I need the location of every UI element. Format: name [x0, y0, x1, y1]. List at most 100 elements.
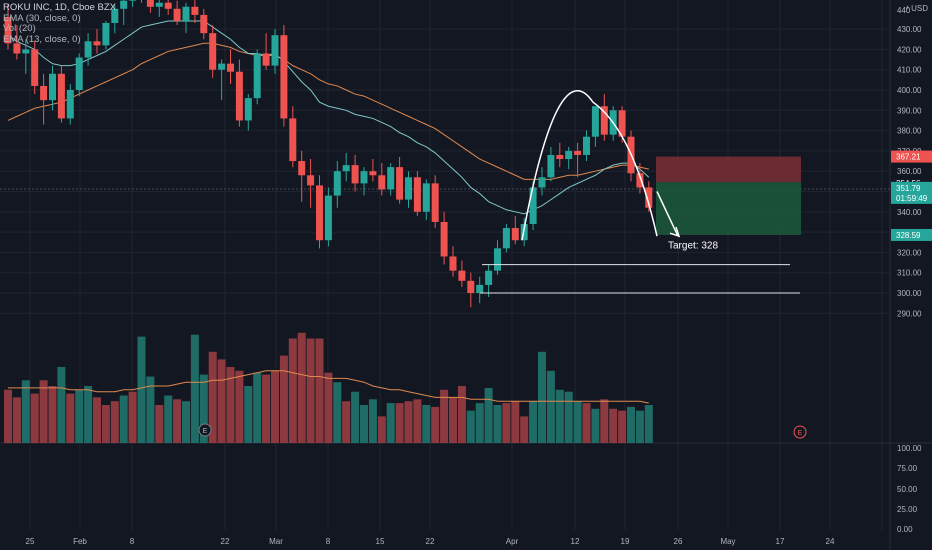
candle-body[interactable] — [164, 2, 172, 9]
candle-body[interactable] — [22, 49, 30, 54]
candle-body[interactable] — [253, 53, 261, 99]
candle-body[interactable] — [405, 177, 412, 200]
volume-bar — [208, 351, 217, 443]
candle-body[interactable] — [538, 177, 546, 188]
candle-body[interactable] — [84, 41, 92, 58]
candle-body[interactable] — [191, 6, 199, 15]
candle-body[interactable] — [155, 2, 163, 7]
candle-body[interactable] — [271, 35, 279, 66]
price-label-last[interactable]: 351.79 — [896, 184, 921, 193]
candle-body[interactable] — [31, 49, 39, 86]
candle-body[interactable] — [262, 53, 270, 66]
candle-body[interactable] — [66, 90, 74, 119]
volume-bar — [538, 351, 546, 443]
candle-body[interactable] — [235, 71, 243, 121]
candle-body[interactable] — [280, 35, 288, 119]
candle-body[interactable] — [209, 33, 217, 70]
candle-body[interactable] — [40, 85, 48, 101]
candle-body[interactable] — [13, 43, 21, 54]
candle-body[interactable] — [200, 14, 208, 34]
earnings-marker[interactable] — [198, 423, 212, 437]
take-profit-zone[interactable] — [656, 182, 801, 235]
candle-body[interactable] — [378, 175, 386, 190]
candle-body[interactable] — [645, 187, 653, 208]
candle-body[interactable] — [431, 183, 439, 222]
candle-body[interactable] — [146, 0, 154, 7]
candle-body[interactable] — [111, 8, 119, 24]
currency-badge[interactable]: ⁴ USD — [905, 4, 928, 13]
position-zones[interactable] — [656, 156, 801, 235]
candle-body[interactable] — [458, 270, 466, 281]
candle-body[interactable] — [440, 221, 448, 257]
candle-body[interactable] — [556, 154, 564, 160]
legend-vol[interactable]: Vol (20) — [3, 23, 36, 34]
price-tick: 340.00 — [897, 208, 922, 217]
axes[interactable]: 440290.00300.00310.00320.00330.00340.003… — [26, 0, 932, 550]
candle-body[interactable] — [476, 284, 484, 293]
candle-body[interactable] — [502, 228, 510, 249]
stop-loss-zone[interactable] — [656, 156, 801, 183]
candle-body[interactable] — [49, 73, 56, 101]
candle-body[interactable] — [511, 228, 519, 241]
candle-body[interactable] — [422, 183, 430, 212]
candle-body[interactable] — [529, 187, 537, 224]
candle-body[interactable] — [333, 171, 341, 196]
candle-body[interactable] — [129, 0, 137, 1]
price-label-box[interactable] — [891, 150, 932, 163]
candle-body[interactable] — [120, 0, 128, 9]
candle-body[interactable] — [494, 248, 501, 271]
legend-ema30[interactable]: EMA (30, close, 0) — [3, 12, 81, 24]
candle-body[interactable] — [307, 175, 315, 186]
candle-body[interactable] — [485, 270, 493, 285]
candle-body[interactable] — [182, 6, 190, 21]
candle-body[interactable] — [449, 256, 457, 271]
target-label[interactable]: Target: 328 — [668, 240, 718, 251]
candle-body[interactable] — [574, 150, 582, 155]
price-label-box[interactable] — [891, 228, 932, 241]
candle-body[interactable] — [591, 106, 599, 137]
candle-body[interactable] — [173, 8, 181, 21]
target-arrow[interactable] — [656, 191, 679, 237]
price-label-stop[interactable]: 367.21 — [896, 153, 921, 162]
price-label-target[interactable]: 328.59 — [896, 231, 921, 240]
candle-body[interactable] — [289, 118, 297, 162]
candle-body[interactable] — [342, 165, 350, 172]
candle-body[interactable] — [93, 41, 101, 46]
candle-body[interactable] — [413, 177, 421, 212]
volume-bar — [627, 406, 635, 443]
candle-body[interactable] — [218, 63, 226, 70]
candle-body[interactable] — [387, 167, 395, 190]
candle-body[interactable] — [351, 165, 359, 184]
candle-body[interactable] — [618, 110, 626, 137]
candle-body[interactable] — [583, 136, 590, 155]
volume-bar — [101, 405, 110, 443]
candles[interactable] — [4, 0, 653, 308]
candle-body[interactable] — [316, 185, 323, 241]
candle-body[interactable] — [324, 195, 332, 241]
candle-body[interactable] — [57, 73, 65, 119]
volume-bar — [582, 403, 591, 443]
candle-body[interactable] — [102, 23, 110, 46]
candle-body[interactable] — [4, 16, 12, 44]
symbol-title[interactable]: ROKU INC, 1D, Cboe BZX — [3, 2, 116, 13]
volume-bar — [342, 401, 351, 443]
earnings-marker[interactable] — [793, 425, 807, 439]
candle-body[interactable] — [636, 173, 644, 188]
legend-ema13[interactable]: EMA (13, close, 0) — [3, 33, 81, 45]
candle-body[interactable] — [396, 167, 404, 200]
arc-drawing[interactable] — [521, 90, 658, 241]
candle-body[interactable] — [467, 280, 475, 293]
price-label-box[interactable] — [891, 181, 932, 204]
candle-body[interactable] — [360, 171, 368, 184]
candle-body[interactable] — [600, 106, 608, 135]
candle-body[interactable] — [298, 161, 306, 176]
drawings[interactable]: Target: 328 E E — [198, 90, 807, 439]
candle-body[interactable] — [547, 154, 555, 178]
candle-body[interactable] — [565, 150, 573, 160]
candle-body[interactable] — [227, 63, 234, 72]
candle-body[interactable] — [75, 57, 83, 90]
candle-body[interactable] — [244, 98, 252, 121]
candle-body[interactable] — [369, 171, 377, 176]
